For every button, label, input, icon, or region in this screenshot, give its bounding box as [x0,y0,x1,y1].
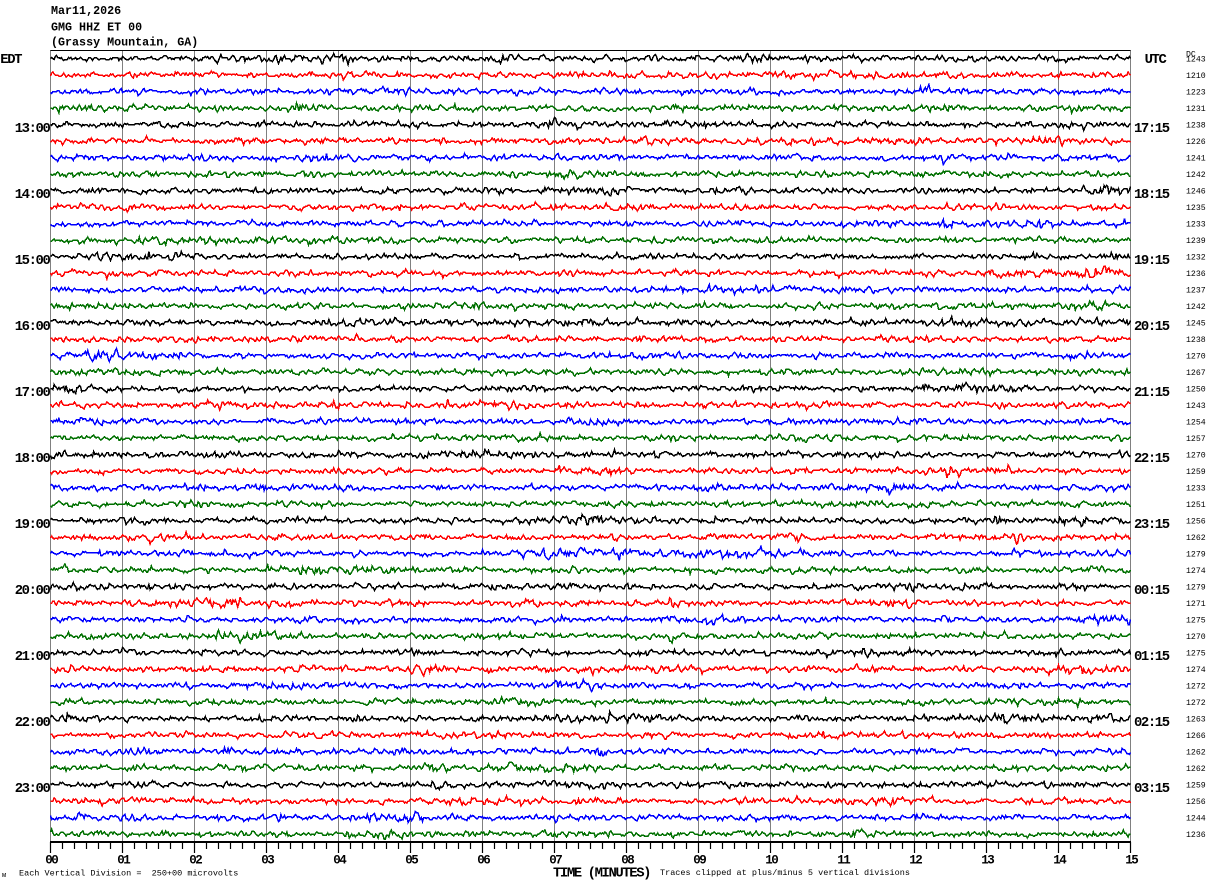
svg-text:1263: 1263 [1186,716,1206,725]
svg-text:02:15: 02:15 [1134,715,1170,731]
svg-text:17:00: 17:00 [15,385,51,401]
svg-text:13:00: 13:00 [15,121,51,137]
svg-text:1245: 1245 [1186,320,1206,329]
svg-text:14:00: 14:00 [15,187,51,203]
svg-text:1233: 1233 [1186,221,1206,230]
svg-text:00:15: 00:15 [1134,583,1170,599]
svg-text:19:00: 19:00 [15,517,51,533]
svg-text:07: 07 [549,854,562,868]
svg-text:1210: 1210 [1186,72,1206,81]
svg-text:1270: 1270 [1186,353,1206,362]
svg-text:1246: 1246 [1186,188,1206,197]
svg-text:20:00: 20:00 [15,583,51,599]
svg-text:1256: 1256 [1186,518,1206,527]
svg-text:1257: 1257 [1186,435,1206,444]
svg-text:22:15: 22:15 [1134,451,1170,467]
svg-text:1274: 1274 [1186,666,1206,675]
svg-text:18:00: 18:00 [15,451,51,467]
svg-text:1274: 1274 [1186,567,1206,576]
svg-text:1271: 1271 [1186,600,1206,609]
svg-text:10: 10 [765,854,778,868]
svg-text:1243: 1243 [1186,402,1206,411]
svg-text:22:00: 22:00 [15,715,51,731]
svg-text:03:15: 03:15 [1134,781,1170,797]
svg-text:TIME (MINUTES): TIME (MINUTES) [553,866,650,882]
svg-text:1244: 1244 [1186,815,1206,824]
svg-text:08: 08 [621,854,634,868]
svg-text:1243: 1243 [1186,56,1206,65]
svg-text:01: 01 [117,854,130,868]
svg-text:UTC: UTC [1145,52,1167,68]
svg-text:14: 14 [1053,854,1067,868]
svg-text:1250: 1250 [1186,386,1206,395]
svg-text:1223: 1223 [1186,89,1206,98]
svg-text:20:15: 20:15 [1134,319,1170,335]
svg-text:15: 15 [1125,854,1138,868]
svg-text:(Grassy Mountain, GA): (Grassy Mountain, GA) [51,36,198,50]
svg-text:DC: DC [1186,51,1196,60]
svg-text:1256: 1256 [1186,798,1206,807]
svg-text:Each Vertical Division = 250+: Each Vertical Division = 250+00 microvol… [19,869,238,879]
svg-text:1226: 1226 [1186,138,1206,147]
svg-text:1267: 1267 [1186,369,1206,378]
svg-text:Mar11,2026: Mar11,2026 [51,4,121,18]
svg-text:1270: 1270 [1186,452,1206,461]
svg-text:1279: 1279 [1186,584,1206,593]
svg-text:00: 00 [45,854,58,868]
svg-text:1279: 1279 [1186,551,1206,560]
svg-text:12: 12 [909,854,922,868]
svg-text:18:15: 18:15 [1134,187,1170,203]
svg-text:09: 09 [693,854,706,868]
svg-text:15:00: 15:00 [15,253,51,269]
svg-text:13: 13 [981,854,994,868]
svg-text:1272: 1272 [1186,699,1206,708]
svg-text:1259: 1259 [1186,468,1206,477]
svg-text:1262: 1262 [1186,749,1206,758]
svg-text:1231: 1231 [1186,105,1206,114]
svg-text:05: 05 [405,854,418,868]
svg-text:1233: 1233 [1186,485,1206,494]
svg-text:1236: 1236 [1186,831,1206,840]
svg-text:1238: 1238 [1186,336,1206,345]
svg-text:04: 04 [333,854,347,868]
svg-text:01:15: 01:15 [1134,649,1170,665]
svg-text:23:00: 23:00 [15,781,51,797]
svg-text:1237: 1237 [1186,287,1206,296]
svg-text:EDT: EDT [0,52,22,68]
svg-text:21:15: 21:15 [1134,385,1170,401]
svg-text:06: 06 [477,854,490,868]
svg-text:м: м [2,872,6,880]
svg-text:1259: 1259 [1186,782,1206,791]
svg-text:1242: 1242 [1186,171,1206,180]
svg-text:1236: 1236 [1186,270,1206,279]
svg-text:1238: 1238 [1186,122,1206,131]
svg-text:1275: 1275 [1186,617,1206,626]
svg-text:1239: 1239 [1186,237,1206,246]
svg-text:1232: 1232 [1186,254,1206,263]
svg-text:1235: 1235 [1186,204,1206,213]
svg-text:1242: 1242 [1186,303,1206,312]
svg-text:GMG HHZ ET 00: GMG HHZ ET 00 [51,21,142,35]
svg-text:19:15: 19:15 [1134,253,1170,269]
svg-text:1241: 1241 [1186,155,1206,164]
svg-text:17:15: 17:15 [1134,121,1170,137]
svg-text:23:15: 23:15 [1134,517,1170,533]
svg-text:1270: 1270 [1186,633,1206,642]
svg-text:1272: 1272 [1186,683,1206,692]
svg-text:1262: 1262 [1186,765,1206,774]
svg-text:11: 11 [837,854,850,868]
svg-text:21:00: 21:00 [15,649,51,665]
svg-text:16:00: 16:00 [15,319,51,335]
svg-text:1251: 1251 [1186,501,1206,510]
svg-text:Traces clipped at plus/minus 5: Traces clipped at plus/minus 5 vertical … [660,868,910,878]
svg-text:02: 02 [189,854,202,868]
svg-text:1275: 1275 [1186,650,1206,659]
svg-text:03: 03 [261,854,274,868]
svg-text:1262: 1262 [1186,534,1206,543]
svg-text:1266: 1266 [1186,732,1206,741]
svg-text:1254: 1254 [1186,419,1206,428]
